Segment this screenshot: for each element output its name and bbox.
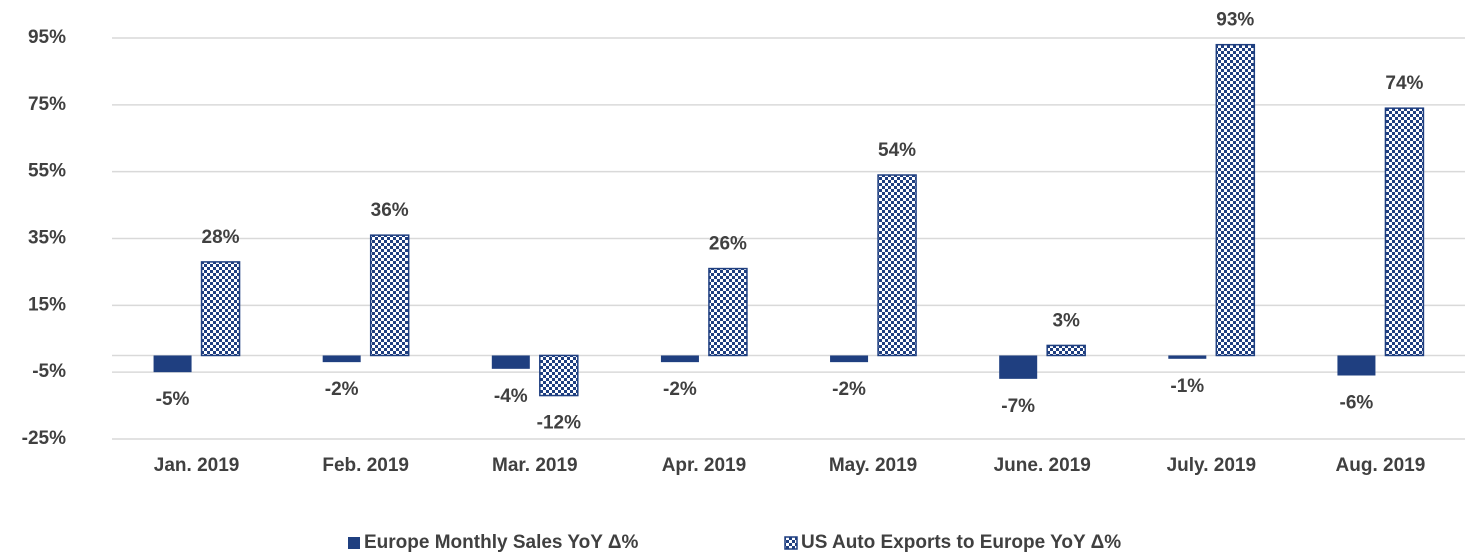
- x-tick-label: Jan. 2019: [154, 455, 240, 476]
- data-label: -7%: [1001, 396, 1035, 417]
- bar: [877, 174, 917, 357]
- data-label: -6%: [1340, 393, 1374, 414]
- data-label: 26%: [709, 234, 747, 255]
- y-tick-label: 15%: [28, 294, 66, 315]
- data-label: -2%: [325, 379, 359, 400]
- bar: [660, 355, 699, 363]
- data-label: 28%: [202, 227, 240, 248]
- x-tick-label: Feb. 2019: [322, 455, 409, 476]
- data-label: 3%: [1052, 310, 1080, 331]
- bar: [369, 234, 410, 357]
- data-label: -2%: [832, 379, 866, 400]
- data-label: 74%: [1385, 73, 1423, 94]
- x-tick-label: May. 2019: [829, 455, 917, 476]
- y-tick-label: 95%: [28, 27, 66, 48]
- x-tick-label: Mar. 2019: [492, 455, 578, 476]
- bar: [539, 354, 579, 397]
- x-tick-label: Apr. 2019: [662, 455, 747, 476]
- data-label: -2%: [663, 379, 697, 400]
- data-label: -12%: [537, 413, 581, 434]
- bar: [1337, 355, 1376, 376]
- y-tick-label: 75%: [28, 94, 66, 115]
- bar: [830, 355, 869, 363]
- y-tick-label: 35%: [28, 228, 66, 249]
- bar: [153, 355, 192, 373]
- bar: [200, 261, 241, 357]
- data-label: 36%: [371, 200, 409, 221]
- bar: [491, 355, 530, 369]
- x-tick-label: Aug. 2019: [1336, 455, 1426, 476]
- data-label: -1%: [1170, 376, 1204, 397]
- x-tick-label: June. 2019: [994, 455, 1091, 476]
- y-tick-label: -5%: [32, 361, 66, 382]
- data-label: -4%: [494, 386, 528, 407]
- bar: [322, 355, 361, 363]
- y-tick-label: -25%: [22, 428, 66, 449]
- data-label: -5%: [156, 389, 190, 410]
- legend-label: US Auto Exports to Europe YoY Δ%: [801, 532, 1121, 553]
- legend-label: Europe Monthly Sales YoY Δ%: [364, 532, 639, 553]
- y-tick-label: 55%: [28, 161, 66, 182]
- data-label: 93%: [1216, 10, 1254, 31]
- x-tick-label: July. 2019: [1167, 455, 1256, 476]
- legend-swatch: [348, 537, 360, 549]
- legend-swatch: [784, 536, 798, 550]
- data-label: 54%: [878, 140, 916, 161]
- bar: [1046, 344, 1086, 357]
- bar: [1215, 43, 1256, 357]
- bar: [708, 267, 748, 357]
- bar: [1384, 107, 1425, 357]
- bar: [999, 355, 1038, 379]
- bar: [1168, 355, 1207, 359]
